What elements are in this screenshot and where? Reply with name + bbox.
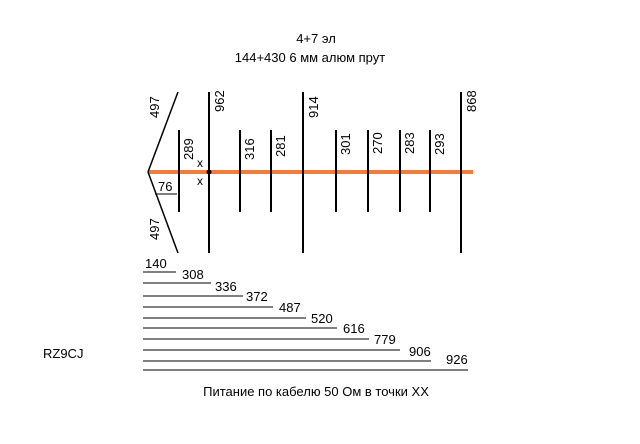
feed-point: x x [197,156,212,188]
uhf-element: 289 [178,130,196,212]
spacing-label: 308 [182,267,204,282]
feed-point-dot [206,169,212,175]
spacing-row: 926 [143,352,468,371]
title-line-2: 144+430 6 мм алюм прут [235,50,386,65]
spacing-label: 906 [409,344,431,359]
spacing-row: 308 [143,267,211,284]
spacing-row: 906 [143,344,431,362]
spacing-row: 520 [143,311,337,329]
v-reflector-upper-arm [147,91,179,173]
spacing-row: 336 [143,279,243,297]
vhf-element: 868 [460,90,479,253]
caption: Питание по кабелю 50 Ом в точки XX [203,384,429,399]
vhf-element-label: 962 [212,90,227,112]
title-line-1: 4+7 эл [296,31,336,46]
v-reflector-lower-arm [147,171,179,254]
uhf-element: 270 [367,130,385,212]
spacing-label: 779 [374,332,396,347]
uhf-element: 281 [270,130,288,212]
spacing-label: 616 [343,321,365,336]
uhf-element-label: 283 [402,132,417,154]
spacing-row: 372 [143,289,273,308]
uhf-element: 301 [335,130,353,212]
uhf-element-label: 301 [338,133,353,155]
uhf-element: 293 [429,130,447,212]
uhf-element-label: 316 [242,138,257,160]
vhf-element-label: 868 [464,90,479,112]
spacing-row: 616 [143,321,369,340]
uhf-element-label: 289 [181,138,196,160]
spacing-label: 520 [311,311,333,326]
vhf-element: 914 [302,92,321,253]
v-reflector: 497 497 76 [147,91,179,254]
spacing-label: 140 [145,256,167,271]
vhf-element-label: 914 [306,96,321,118]
spacing-row: 779 [143,332,400,351]
v-reflector-lower-label: 497 [147,218,162,240]
v-reflector-spread-label: 76 [158,179,172,194]
uhf-element: 316 [239,130,257,212]
spacing-row: 140 [143,256,176,273]
uhf-element: 283 [399,130,417,212]
spacing-ladder: 140 308 336 372 487 520 616 779 906 926 [143,256,468,371]
uhf-element-label: 281 [273,135,288,157]
feed-mark-upper: x [197,156,203,170]
v-reflector-upper-label: 497 [147,96,162,118]
spacing-label: 372 [246,289,268,304]
spacing-label: 487 [279,300,301,315]
spacing-row: 487 [143,300,306,319]
elements: 289 316 281 301 270 283 293 962 914 868 [178,90,479,253]
feed-mark-lower: x [197,174,203,188]
callsign: RZ9CJ [43,346,83,361]
spacing-label: 926 [446,352,468,367]
uhf-element-label: 270 [370,132,385,154]
spacing-label: 336 [215,279,237,294]
uhf-element-label: 293 [432,133,447,155]
